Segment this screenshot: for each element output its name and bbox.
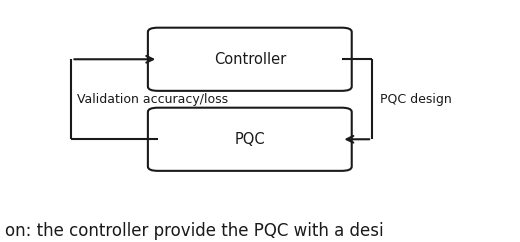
Text: Validation accuracy/loss: Validation accuracy/loss xyxy=(76,93,228,106)
Text: Controller: Controller xyxy=(214,52,286,67)
Text: PQC design: PQC design xyxy=(380,93,451,106)
Text: PQC: PQC xyxy=(235,132,265,147)
FancyBboxPatch shape xyxy=(148,28,352,91)
FancyBboxPatch shape xyxy=(148,108,352,171)
Text: on: the controller provide the PQC with a desi: on: the controller provide the PQC with … xyxy=(5,222,384,240)
